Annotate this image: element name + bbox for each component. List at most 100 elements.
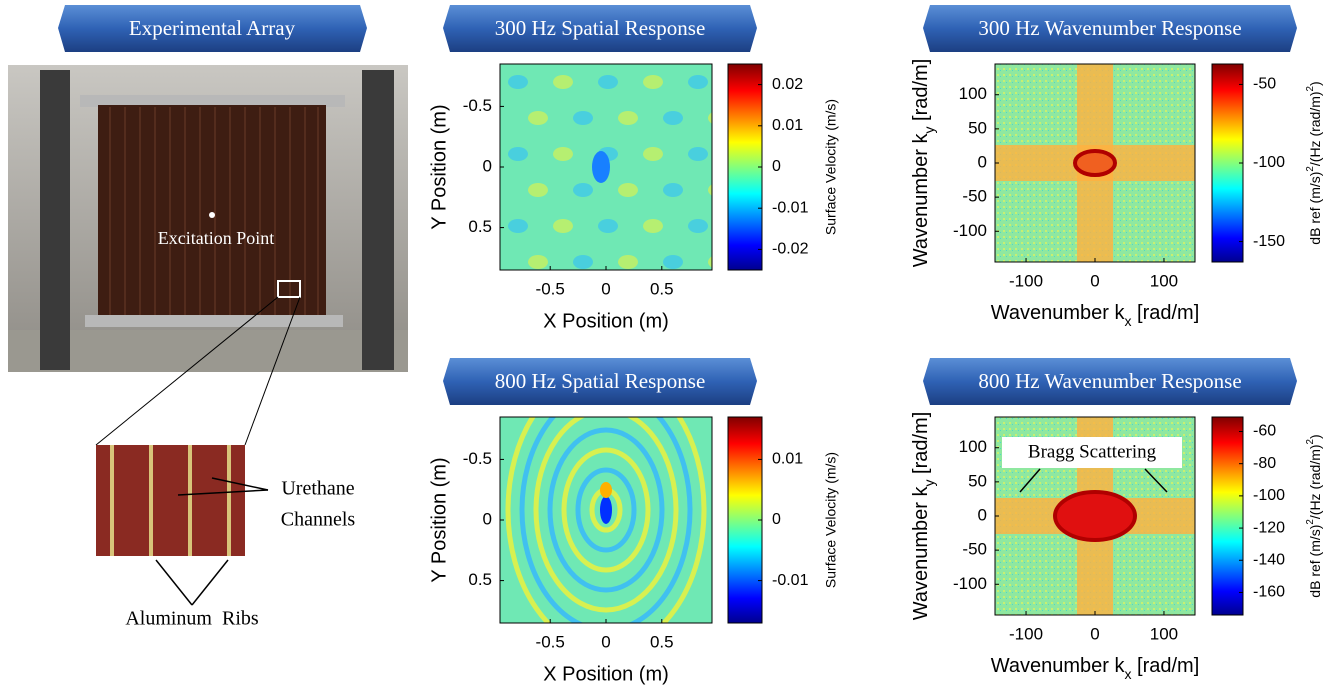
y-tick-label: 0 [483, 156, 492, 175]
blob [508, 147, 528, 161]
panel-title: 800 Hz Spatial Response [495, 369, 706, 393]
label-part: [rad/m] [910, 59, 932, 127]
label-part: ) [1307, 81, 1323, 86]
label-part: x [1124, 313, 1131, 329]
blob [663, 255, 683, 269]
colorbar-tick-label: 0 [772, 158, 781, 175]
y-tick-label: 50 [968, 118, 987, 137]
blob [663, 111, 683, 125]
panel-title: 300 Hz Wavenumber Response [978, 16, 1241, 40]
banner [58, 5, 367, 52]
blob [663, 183, 683, 197]
excitation-label: Excitation Point [158, 228, 275, 248]
arrows [155, 477, 269, 606]
colorbar [727, 63, 763, 271]
excitation-dot [209, 212, 215, 218]
blob [600, 496, 612, 524]
colorbar [1211, 63, 1244, 263]
blob [618, 255, 638, 269]
zoom-line [244, 296, 301, 446]
blob [600, 482, 612, 498]
y-tick-label: 50 [968, 471, 987, 490]
photo-panel: Experimental Array Excitation Point Uret… [8, 5, 408, 630]
axis-label: dB ref (m/s)2/(Hz (rad/m)2) [1305, 81, 1323, 244]
y-tick-label: 0.5 [468, 217, 492, 236]
blob [708, 112, 712, 124]
frame-bar [80, 95, 345, 107]
axis-label: Wavenumber ky [rad/m] [910, 412, 936, 621]
x-tick-label: -100 [1009, 624, 1043, 643]
zoom-line [95, 296, 279, 446]
colorbar-tick-label: 0 [772, 511, 781, 528]
y-tick-label: -100 [953, 574, 987, 593]
x-tick-label: -0.5 [536, 632, 565, 651]
x-tick-label: 0 [1090, 624, 1099, 643]
axis-label: X Position (m) [543, 310, 669, 332]
blob [643, 147, 663, 161]
label-part: Wavenumber k [991, 302, 1126, 324]
colorbar-tick-label: -0.01 [772, 572, 809, 589]
label-part: /(Hz (rad/m) [1307, 91, 1323, 166]
y-tick-label: 0.5 [468, 570, 492, 589]
x-tick-label: 0 [601, 279, 610, 298]
inset-label: Channels [281, 509, 356, 531]
label-part: 2 [1305, 519, 1316, 524]
floor [8, 330, 408, 372]
y-tick-label: -100 [953, 221, 987, 240]
annotation-arrow [1144, 468, 1168, 493]
axis-label: Y Position (m) [428, 104, 450, 229]
frame-post [40, 70, 70, 370]
inset-photo [96, 445, 245, 556]
label-part: Wavenumber k [910, 133, 932, 268]
blob [708, 184, 712, 196]
blob [618, 111, 638, 125]
axis-label: Surface Velocity (m/s) [823, 452, 839, 588]
y-tick-label: 0 [978, 152, 987, 171]
banner [443, 5, 757, 52]
x-tick-label: 0.5 [650, 279, 674, 298]
blob [592, 151, 610, 183]
x-tick-label: 100 [1150, 271, 1178, 290]
blob [688, 75, 708, 89]
ring [547, 427, 665, 593]
ribs [109, 107, 319, 315]
axis-label: Wavenumber ky [rad/m] [910, 59, 936, 268]
ring [519, 417, 693, 623]
ring [533, 417, 679, 613]
frame-bar [85, 315, 343, 327]
blob [643, 219, 663, 233]
label-part: 2 [1305, 439, 1316, 444]
inset-ribs [110, 445, 231, 556]
frame-post [362, 70, 394, 370]
label-part: 2 [1305, 86, 1316, 91]
label-part: [rad/m] [1131, 302, 1199, 324]
axis-label: Surface Velocity (m/s) [823, 99, 839, 235]
blob [553, 75, 573, 89]
axis-label: Wavenumber kx [rad/m] [991, 302, 1200, 328]
y-tick-label: 100 [959, 84, 987, 103]
blob [598, 75, 618, 89]
y-tick-label: 100 [959, 437, 987, 456]
heatmap [995, 64, 1195, 262]
blob [528, 183, 548, 197]
blob [553, 219, 573, 233]
colorbar-tick-label: -80 [1253, 455, 1276, 472]
colorbar-tick-label: 0.02 [772, 76, 803, 93]
banner [443, 358, 757, 405]
panel-title: Experimental Array [129, 16, 296, 40]
colorbar-tick-label: -60 [1253, 423, 1276, 440]
colorbar-tick-label: -120 [1253, 519, 1285, 536]
axis-label: X Position (m) [543, 663, 669, 685]
colorbar-tick-label: -150 [1253, 233, 1285, 250]
blob [688, 219, 708, 233]
annotation-box [1002, 437, 1182, 468]
inset-label: Aluminum Ribs [125, 608, 259, 630]
panel-title: 300 Hz Spatial Response [495, 16, 706, 40]
blob [573, 183, 593, 197]
core [1073, 149, 1117, 177]
colorbar-tick-label: -0.01 [772, 199, 809, 216]
axis-label: Wavenumber kx [rad/m] [991, 655, 1200, 681]
y-tick-label: 0 [978, 505, 987, 524]
annotation: Bragg Scattering [1028, 441, 1157, 462]
ring [561, 447, 651, 573]
